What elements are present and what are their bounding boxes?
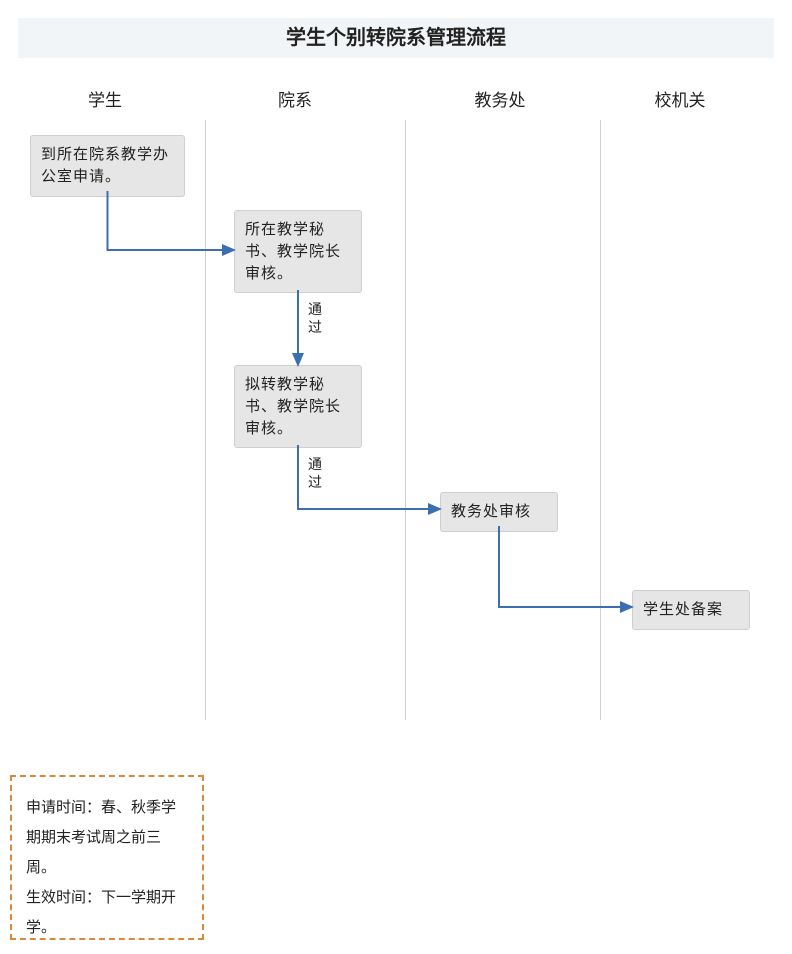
- flow-node-dept-review: 所在教学秘书、教学院长审核。: [234, 210, 362, 293]
- flow-node-target-review: 拟转教学秘书、教学院长审核。: [234, 365, 362, 448]
- flow-node-admin-file: 学生处备案: [632, 590, 750, 630]
- edge-label: 通 过: [308, 300, 328, 336]
- lane-divider: [205, 120, 206, 720]
- page-title: 学生个别转院系管理流程: [18, 18, 774, 58]
- edge-label: 通 过: [308, 455, 328, 491]
- lane-divider: [600, 120, 601, 720]
- note-box: 申请时间：春、秋季学期期末考试周之前三周。 生效时间：下一学期开学。: [10, 775, 204, 940]
- column-header: 教务处: [440, 86, 560, 111]
- lane-divider: [405, 120, 406, 720]
- diagram-canvas: 学生个别转院系管理流程 学生 院系 教务处 校机关 到所在院系教学办公室申请。 …: [0, 0, 792, 954]
- column-header: 学生: [45, 86, 165, 111]
- flow-node-aca-review: 教务处审核: [440, 492, 558, 532]
- column-header: 校机关: [620, 86, 740, 111]
- flow-node-apply: 到所在院系教学办公室申请。: [30, 135, 185, 197]
- column-header: 院系: [235, 86, 355, 111]
